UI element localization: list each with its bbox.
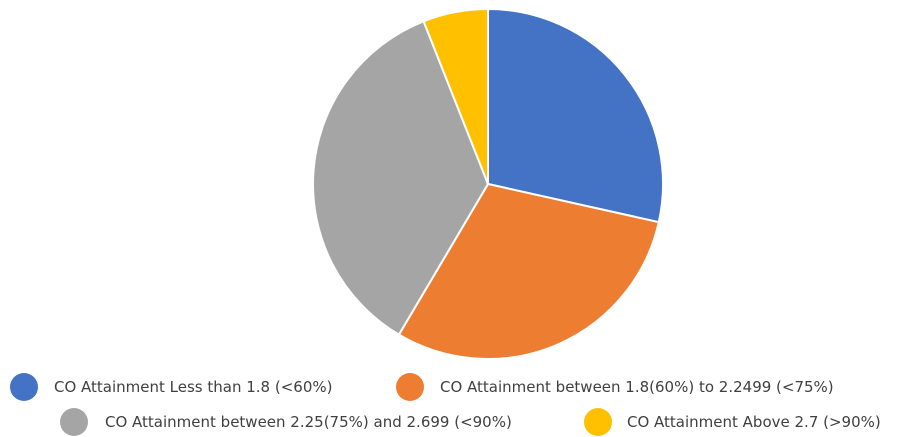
- legend-swatch-gray: [60, 408, 88, 436]
- pie-slice-less-than-1-8: [487, 7, 664, 224]
- legend-label: CO Attainment between 1.8(60%) to 2.2499…: [440, 378, 834, 396]
- pie-slice-above-2-7: [422, 7, 489, 185]
- pie-slice-1-8-to-2-2499: [397, 182, 660, 360]
- legend-label: CO Attainment between 2.25(75%) and 2.69…: [105, 413, 512, 431]
- legend-swatch-orange: [396, 373, 424, 401]
- legend-label: CO Attainment Above 2.7 (>90%): [627, 413, 881, 431]
- legend-swatch-blue: [10, 373, 38, 401]
- pie-slice-2-25-to-2-699: [312, 19, 490, 337]
- legend-row-1: CO Attainment Less than 1.8 (<60%) CO At…: [0, 372, 918, 402]
- legend-row-2: CO Attainment between 2.25(75%) and 2.69…: [0, 407, 918, 437]
- legend-swatch-yellow: [584, 408, 612, 436]
- legend-label: CO Attainment Less than 1.8 (<60%): [54, 378, 333, 396]
- pie-chart: [312, 7, 664, 360]
